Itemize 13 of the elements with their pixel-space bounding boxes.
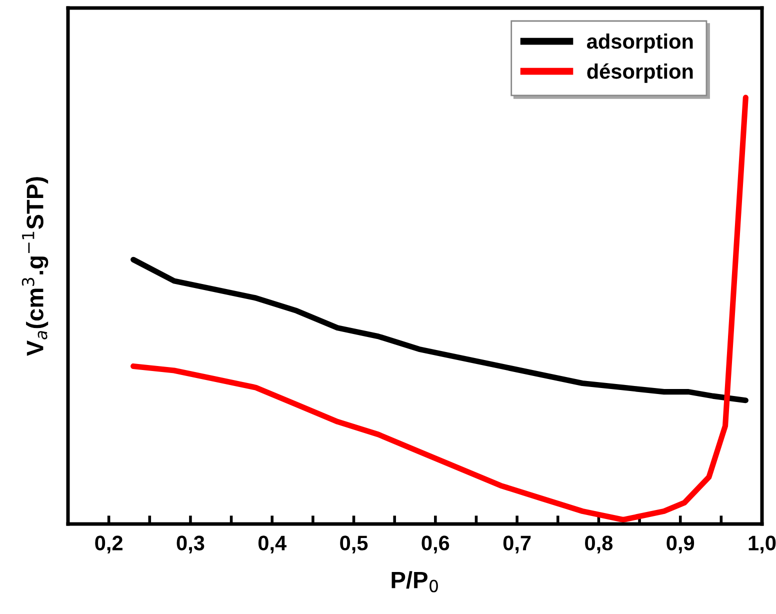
- x-tick-label: 0,7: [503, 536, 531, 554]
- x-tick-label: 0,5: [340, 536, 368, 554]
- legend-label: adsorption: [586, 33, 693, 53]
- x-tick-label: 0,4: [258, 536, 286, 554]
- x-tick-label: 0,9: [666, 536, 694, 554]
- legend-label: désorption: [587, 63, 693, 83]
- y-axis-title: V$_{a}$(cm$^{3}$.g$^{−1}$STP): [22, 177, 48, 356]
- x-tick-label: 0,8: [585, 536, 613, 554]
- x-axis-title: P/P$_{0}$: [392, 571, 438, 592]
- x-tick-label: 1,0: [748, 536, 776, 554]
- x-tick-label: 0,2: [95, 536, 122, 554]
- x-tick-label: 0,6: [422, 536, 450, 554]
- x-tick-label: 0,3: [176, 536, 204, 554]
